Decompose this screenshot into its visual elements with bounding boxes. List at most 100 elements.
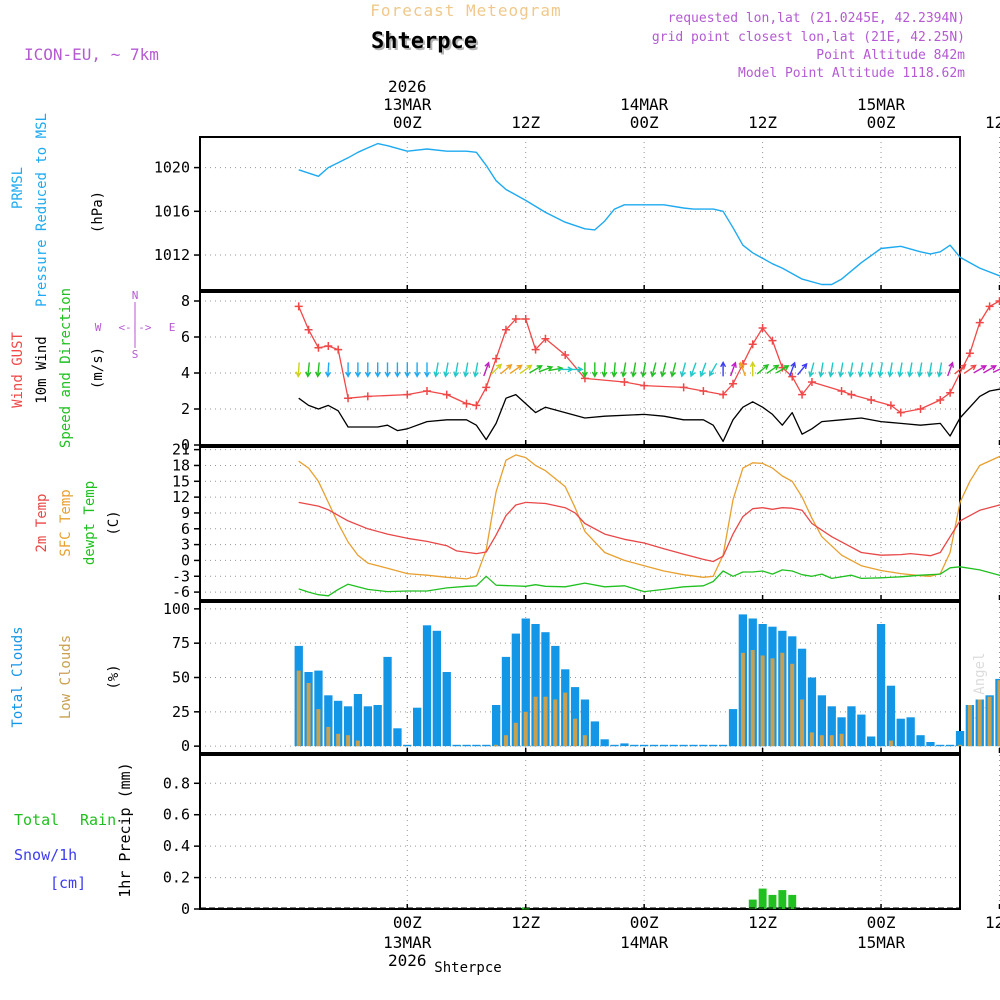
y-tick-label: 75: [172, 634, 190, 652]
gust-marker: [985, 302, 994, 311]
bar-total-clouds: [531, 624, 540, 747]
gust-marker: [965, 349, 974, 358]
bar-low-clouds: [800, 699, 805, 747]
bar-low-clouds: [513, 722, 518, 747]
gust-marker: [788, 372, 797, 381]
wind-arrow: [973, 365, 988, 374]
wind-arrow: [315, 362, 322, 378]
wind-arrow: [926, 362, 933, 378]
bar-low-clouds: [829, 735, 834, 747]
top-time-label: 12Z: [985, 113, 1000, 132]
wind-arrow: [374, 362, 381, 378]
wind-arrow: [729, 361, 737, 377]
bar-rain: [778, 890, 787, 909]
wind-arrow: [601, 362, 608, 378]
wind-arrow: [689, 362, 697, 378]
gust-marker: [442, 390, 451, 399]
location-title: Shterpce: [371, 29, 477, 54]
bar-total-clouds: [600, 739, 609, 747]
wind-arrow: [739, 361, 746, 377]
label-prmsl: PRMSL: [10, 167, 26, 209]
bar-low-clouds: [306, 683, 311, 747]
wind-arrow: [463, 362, 469, 378]
bar-low-clouds: [958, 744, 962, 747]
y-tick-label: 4: [181, 364, 190, 382]
series-line-10m-wind: [298, 388, 1000, 443]
bar-total-clouds: [462, 744, 471, 747]
bottom-time-label: 00Z: [867, 913, 896, 932]
y-tick-label: 12: [172, 488, 190, 506]
label-2m-temp: 2m Temp: [34, 493, 50, 552]
y-tick-label: 21: [172, 441, 190, 459]
wind-arrow: [295, 362, 302, 378]
gust-marker: [472, 401, 481, 410]
bar-total-clouds: [876, 624, 886, 747]
panel-2: 0 2 4 6 8: [181, 291, 1000, 454]
wind-arrow: [509, 364, 523, 374]
gust-marker: [916, 405, 925, 413]
plot-layer: 10121016102002468-6-30369121518210255075…: [154, 77, 1000, 970]
wind-arrow: [325, 362, 332, 378]
bar-total-clouds: [422, 625, 432, 747]
y-tick-label: 6: [181, 520, 190, 538]
gust-marker: [363, 392, 372, 401]
bar-total-clouds: [847, 706, 856, 747]
label-snow: Snow/1h: [14, 846, 77, 864]
y-tick-label: 0.6: [163, 806, 190, 824]
gust-marker: [798, 390, 807, 399]
bar-total-clouds: [551, 645, 560, 747]
series-line-2m-temp: [298, 501, 1000, 563]
bar-total-clouds: [817, 695, 826, 747]
bar-low-clouds: [977, 699, 982, 747]
y-tick-label: -3: [172, 567, 190, 585]
bar-total-clouds: [679, 744, 688, 747]
top-time-label: 00Z: [630, 113, 659, 132]
wind-arrow: [797, 362, 808, 376]
bar-low-clouds: [819, 735, 824, 747]
wind-arrow: [887, 362, 894, 378]
label-celsius: (C): [106, 510, 122, 535]
wind-arrow: [828, 362, 835, 378]
label-total: Total: [14, 811, 59, 829]
wind-arrow: [847, 362, 854, 378]
gust-marker: [837, 387, 846, 395]
gust-marker: [975, 318, 984, 327]
bar-total-clouds: [896, 718, 905, 747]
wind-arrow: [789, 361, 797, 377]
bar-low-clouds: [760, 655, 765, 747]
bar-low-clouds: [888, 740, 893, 747]
gust-marker: [748, 340, 757, 349]
top-year-label: 2026: [388, 77, 427, 96]
gust-marker: [294, 302, 303, 311]
bar-low-clouds: [504, 735, 508, 747]
wind-arrow: [670, 362, 677, 378]
bottom-time-label: 12Z: [511, 913, 540, 932]
gust-marker: [314, 343, 323, 352]
wind-arrow: [581, 362, 588, 378]
gust-marker: [541, 334, 550, 343]
wind-arrow: [404, 362, 411, 378]
label-sfc-temp: SFC Temp: [58, 489, 74, 556]
wind-arrow: [345, 362, 352, 378]
panel-frame: [199, 754, 961, 910]
wind-arrow: [775, 365, 790, 374]
top-date-label: 15MAR: [857, 95, 906, 114]
compass-w: W: [95, 321, 102, 334]
bar-total-clouds: [689, 744, 698, 747]
y-tick-label: 3: [181, 536, 190, 554]
bottom-date-label: 15MAR: [857, 933, 906, 952]
label-ms: (m/s): [90, 347, 106, 389]
bar-total-clouds: [492, 705, 501, 747]
panel-5: 0 0.2 0.4 0.6 0.8: [163, 754, 1000, 918]
wind-arrow: [963, 364, 977, 374]
bar-low-clouds: [573, 718, 578, 747]
compass-s: S: [132, 348, 139, 361]
wind-arrow: [394, 362, 401, 378]
panel5-labels: Total Rain Snow/1h [cm] 1hr Precip (mm): [14, 762, 134, 897]
wind-arrow: [529, 365, 543, 374]
wind-arrow: [490, 363, 503, 375]
gust-marker: [344, 394, 353, 403]
bar-low-clouds: [346, 735, 351, 747]
bar-total-clouds: [659, 744, 669, 747]
bottom-year-label: 2026: [388, 951, 427, 970]
